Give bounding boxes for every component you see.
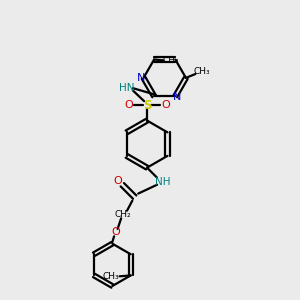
Text: CH₂: CH₂ — [114, 210, 130, 219]
Text: N: N — [137, 73, 146, 83]
Text: N: N — [172, 92, 181, 102]
Text: O: O — [114, 176, 123, 186]
Text: S: S — [143, 99, 151, 112]
Text: CH₃: CH₃ — [102, 272, 119, 281]
Text: O: O — [111, 227, 120, 237]
Text: O: O — [124, 100, 133, 110]
Text: HN: HN — [119, 83, 134, 93]
Text: CH₃: CH₃ — [194, 67, 210, 76]
Text: O: O — [161, 100, 170, 110]
Text: NH: NH — [154, 177, 170, 187]
Text: CH₃: CH₃ — [163, 56, 179, 65]
